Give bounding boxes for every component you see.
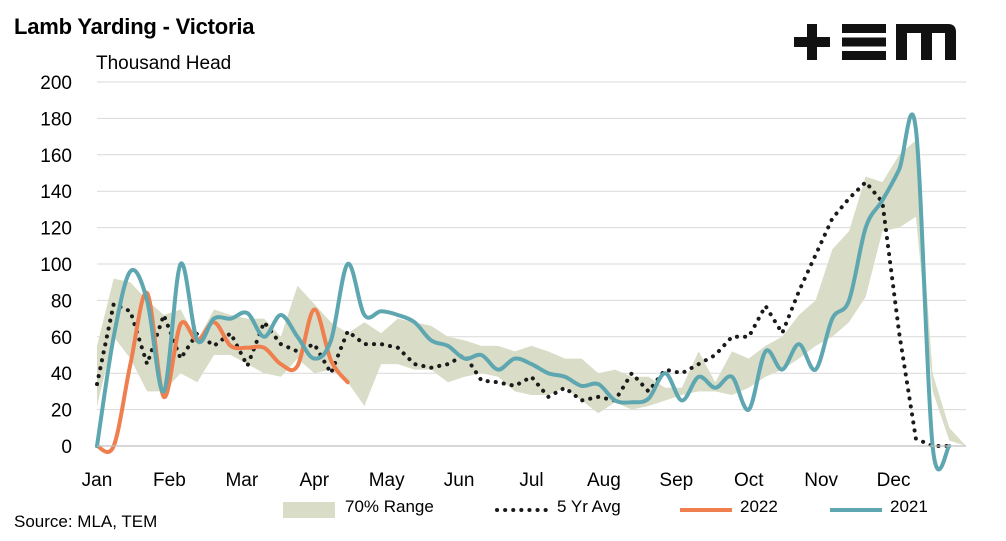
chart-title: Lamb Yarding - Victoria: [14, 14, 255, 39]
series-range-band: [97, 140, 966, 446]
x-tick-label: Jun: [444, 470, 475, 491]
x-tick-label: Feb: [153, 470, 186, 491]
y-tick-label: 140: [40, 182, 72, 203]
tem-logo-icon: [794, 24, 956, 60]
legend-label-2021: 2021: [890, 497, 928, 516]
range-band-layer: [97, 140, 966, 446]
y-tick-label: 60: [51, 328, 72, 349]
x-tick-label: Nov: [804, 470, 838, 491]
x-tick-label: Sep: [659, 470, 693, 491]
y-tick-label: 180: [40, 109, 72, 130]
x-tick-label: Apr: [299, 470, 329, 491]
series-2021: [95, 112, 952, 472]
y-tick-label: 120: [40, 219, 72, 240]
y-tick-label: 0: [61, 437, 72, 458]
legend-swatch-range: [283, 502, 335, 518]
source-note: Source: MLA, TEM: [14, 512, 158, 531]
x-tick-label: Jul: [519, 470, 543, 491]
x-tick-label: Dec: [877, 470, 911, 491]
x-tick-label: Oct: [734, 470, 764, 491]
y-tick-label: 40: [51, 364, 72, 385]
x-tick-label: Aug: [587, 470, 621, 491]
legend-label-2022: 2022: [740, 497, 778, 516]
legend: 70% Range 5 Yr Avg 2022 2021: [0, 494, 1006, 522]
y-axis-label: Thousand Head: [96, 53, 232, 74]
legend-label-range: 70% Range: [345, 497, 434, 516]
x-tick-label: Jan: [82, 470, 113, 491]
series-5yr-avg: [95, 180, 952, 448]
x-tick-label: May: [369, 470, 405, 491]
series-layer: [95, 112, 952, 472]
y-tick-label: 100: [40, 255, 72, 276]
legend-label-avg: 5 Yr Avg: [557, 497, 621, 516]
y-tick-label: 80: [51, 291, 72, 312]
tick-labels: 0 20 40 60 80 100 120 140 160 180 200 Jan Feb Mar Apr M…: [40, 73, 910, 491]
y-tick-label: 200: [40, 73, 72, 94]
y-tick-label: 20: [51, 401, 72, 422]
x-tick-label: Mar: [225, 470, 258, 491]
y-tick-label: 160: [40, 146, 72, 167]
